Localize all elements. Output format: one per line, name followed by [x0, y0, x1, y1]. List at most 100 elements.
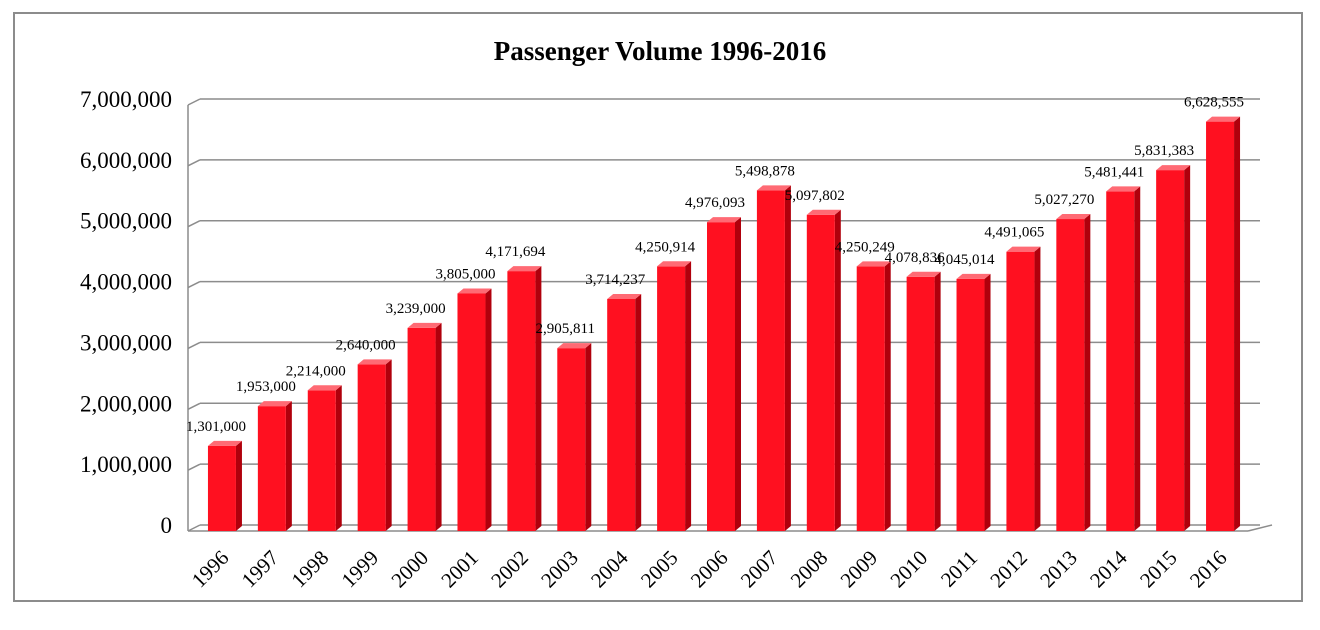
data-label: 3,805,000: [435, 266, 495, 282]
bar-top: [1006, 246, 1041, 252]
x-tick-label: 2000: [386, 546, 433, 593]
bar-top: [307, 385, 342, 391]
y-tick-label: 2,000,000: [80, 391, 172, 416]
x-tick-label: 2013: [1035, 546, 1082, 593]
data-label: 5,831,383: [1134, 143, 1194, 159]
bar-top: [707, 217, 741, 223]
bar: [557, 348, 586, 531]
bar-side: [535, 266, 542, 531]
bar: [1006, 251, 1035, 531]
bar: [806, 214, 835, 531]
bar-top: [1106, 186, 1141, 192]
bar: [507, 271, 536, 531]
x-tick-label: 2001: [436, 546, 483, 593]
bar-side: [335, 385, 342, 531]
bar-top: [906, 271, 941, 277]
x-tick-label: 2009: [836, 546, 883, 593]
x-tick-label: 2010: [885, 546, 932, 593]
bar: [956, 278, 985, 531]
bar-side: [1234, 116, 1241, 532]
bar-side: [485, 288, 492, 531]
x-tick-label: 1999: [337, 546, 384, 593]
data-label: 2,905,811: [536, 321, 595, 337]
bar: [1106, 191, 1135, 531]
bar-side: [834, 209, 841, 531]
y-tick-label: 4,000,000: [80, 270, 172, 295]
y-axis-ticks: 0 1,000,000 2,000,000 3,000,000 4,000,000 5,0…: [80, 87, 172, 538]
bar-side: [884, 261, 891, 531]
bar: [856, 266, 885, 531]
bar: [1206, 121, 1235, 532]
bar-side: [585, 343, 592, 531]
bar: [207, 445, 236, 531]
bar-side: [685, 261, 692, 531]
bar-side: [784, 185, 791, 531]
data-label: 1,301,000: [186, 419, 246, 435]
bar-side: [934, 271, 941, 531]
gridline-diag: [187, 463, 201, 471]
bar-top: [407, 322, 442, 328]
x-tick-label: 1996: [187, 546, 234, 593]
bar-top: [507, 266, 542, 272]
x-tick-label: 2006: [686, 546, 733, 593]
x-tick-label: 2003: [536, 546, 583, 593]
bar: [1156, 170, 1185, 531]
data-label: 4,171,694: [485, 244, 546, 260]
gridline-diag: [187, 402, 201, 410]
bar-top: [1156, 165, 1191, 171]
x-tick-label: 2007: [736, 546, 783, 593]
gridline-diag: [187, 98, 201, 106]
data-label: 3,239,000: [386, 301, 446, 317]
x-tick-label: 2002: [486, 546, 533, 593]
bar: [307, 390, 336, 531]
y-tick-label: 7,000,000: [80, 87, 172, 112]
y-tick-label: 3,000,000: [80, 330, 172, 355]
bar-side: [435, 322, 442, 531]
bar-top: [207, 440, 242, 446]
bar-side: [735, 217, 741, 532]
x-tick-label: 2008: [786, 546, 833, 593]
data-label: 4,250,249: [835, 239, 895, 255]
bars: [207, 116, 1241, 532]
bar-top: [956, 273, 991, 279]
bar-top: [557, 343, 592, 349]
x-tick-label: 1998: [287, 546, 334, 593]
data-label: 5,481,441: [1084, 164, 1144, 180]
gridline-diag: [187, 524, 201, 532]
bar: [607, 298, 636, 531]
y-tick-label: 0: [161, 513, 173, 538]
bar-side: [635, 293, 642, 531]
data-label: 4,250,914: [635, 239, 696, 255]
bar-top: [257, 401, 292, 407]
gridline-diag: [187, 220, 201, 228]
bar-side: [1184, 165, 1191, 531]
x-tick-label: 2015: [1135, 546, 1182, 593]
x-tick-label: 2012: [985, 546, 1032, 593]
bar-side: [1034, 246, 1041, 531]
x-axis-floor-edge: [1247, 524, 1273, 532]
bar-top: [357, 359, 392, 365]
gridline-diag: [187, 159, 201, 167]
bar-top: [1206, 116, 1241, 122]
data-label: 5,027,270: [1034, 192, 1094, 208]
x-tick-label: 2005: [636, 546, 683, 593]
bar-top: [806, 209, 841, 215]
x-tick-label: 2016: [1185, 546, 1232, 593]
bar-side: [1134, 186, 1141, 531]
x-tick-label: 2011: [936, 546, 982, 592]
bar: [906, 276, 935, 531]
y-tick-label: 1,000,000: [80, 452, 172, 477]
bar: [357, 364, 386, 531]
x-tick-label: 2014: [1085, 545, 1132, 592]
x-tick-label: 1997: [237, 546, 284, 593]
bar-top: [657, 261, 692, 267]
data-label: 3,714,237: [585, 272, 646, 288]
data-label: 4,976,093: [685, 195, 745, 211]
bar-side: [385, 359, 392, 531]
chart-title: Passenger Volume 1996-2016: [493, 36, 827, 66]
bar-side: [235, 440, 242, 531]
data-label: 5,097,802: [785, 188, 845, 204]
bar: [756, 190, 785, 531]
bar-side: [1084, 214, 1091, 531]
